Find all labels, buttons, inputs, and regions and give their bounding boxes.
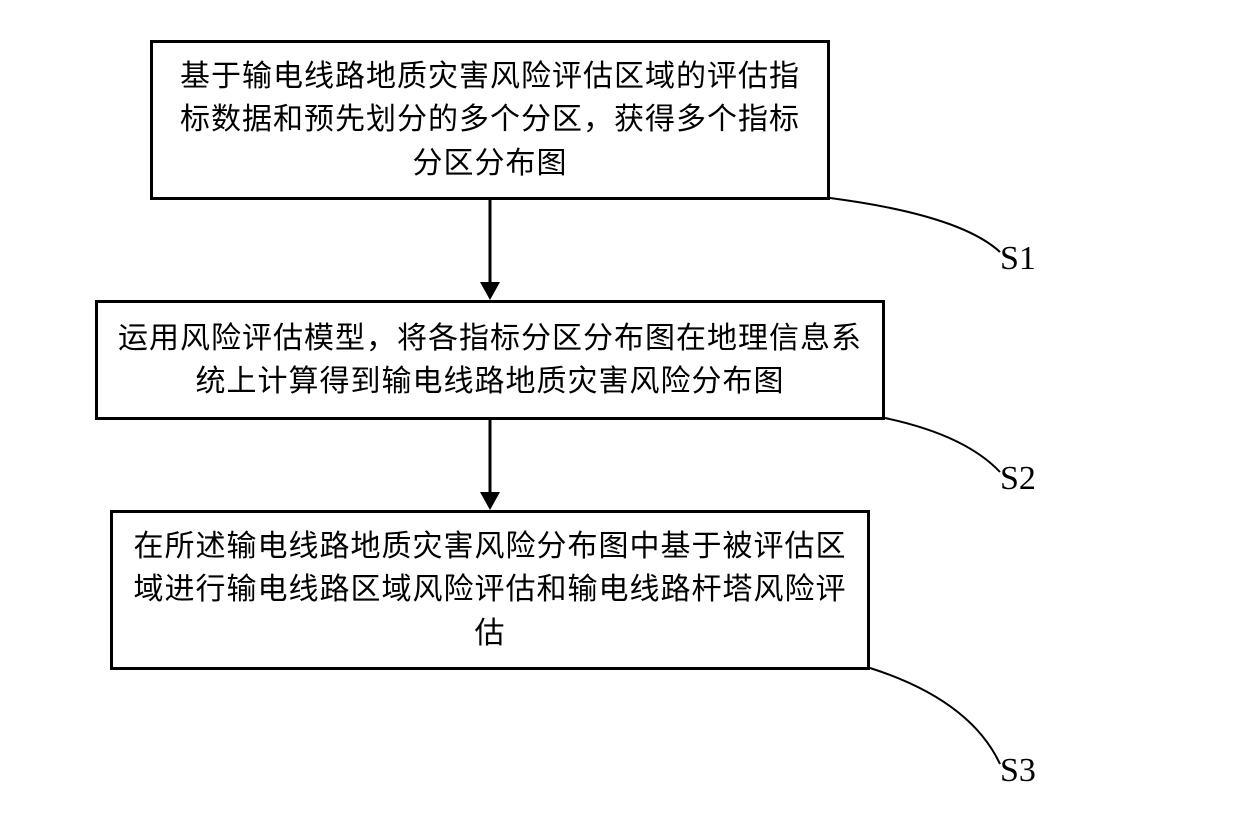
step-label-s3: S3: [1000, 752, 1036, 790]
flow-node-s3: 在所述输电线路地质灾害风险分布图中基于被评估区域进行输电线路区域风险评估和输电线…: [110, 510, 870, 670]
step-label-s2: S2: [1000, 460, 1036, 498]
flow-node-s2-text: 运用风险评估模型，将各指标分区分布图在地理信息系统上计算得到输电线路地质灾害风险…: [98, 309, 882, 412]
step-label-s1: S1: [1000, 240, 1036, 278]
flow-node-s3-text: 在所述输电线路地质灾害风险分布图中基于被评估区域进行输电线路区域风险评估和输电线…: [113, 517, 867, 664]
flow-node-s1-text: 基于输电线路地质灾害风险评估区域的评估指标数据和预先划分的多个分区，获得多个指标…: [153, 47, 827, 194]
flow-node-s1: 基于输电线路地质灾害风险评估区域的评估指标数据和预先划分的多个分区，获得多个指标…: [150, 40, 830, 200]
flowchart-canvas: 基于输电线路地质灾害风险评估区域的评估指标数据和预先划分的多个分区，获得多个指标…: [0, 0, 1240, 820]
flow-node-s2: 运用风险评估模型，将各指标分区分布图在地理信息系统上计算得到输电线路地质灾害风险…: [95, 300, 885, 420]
